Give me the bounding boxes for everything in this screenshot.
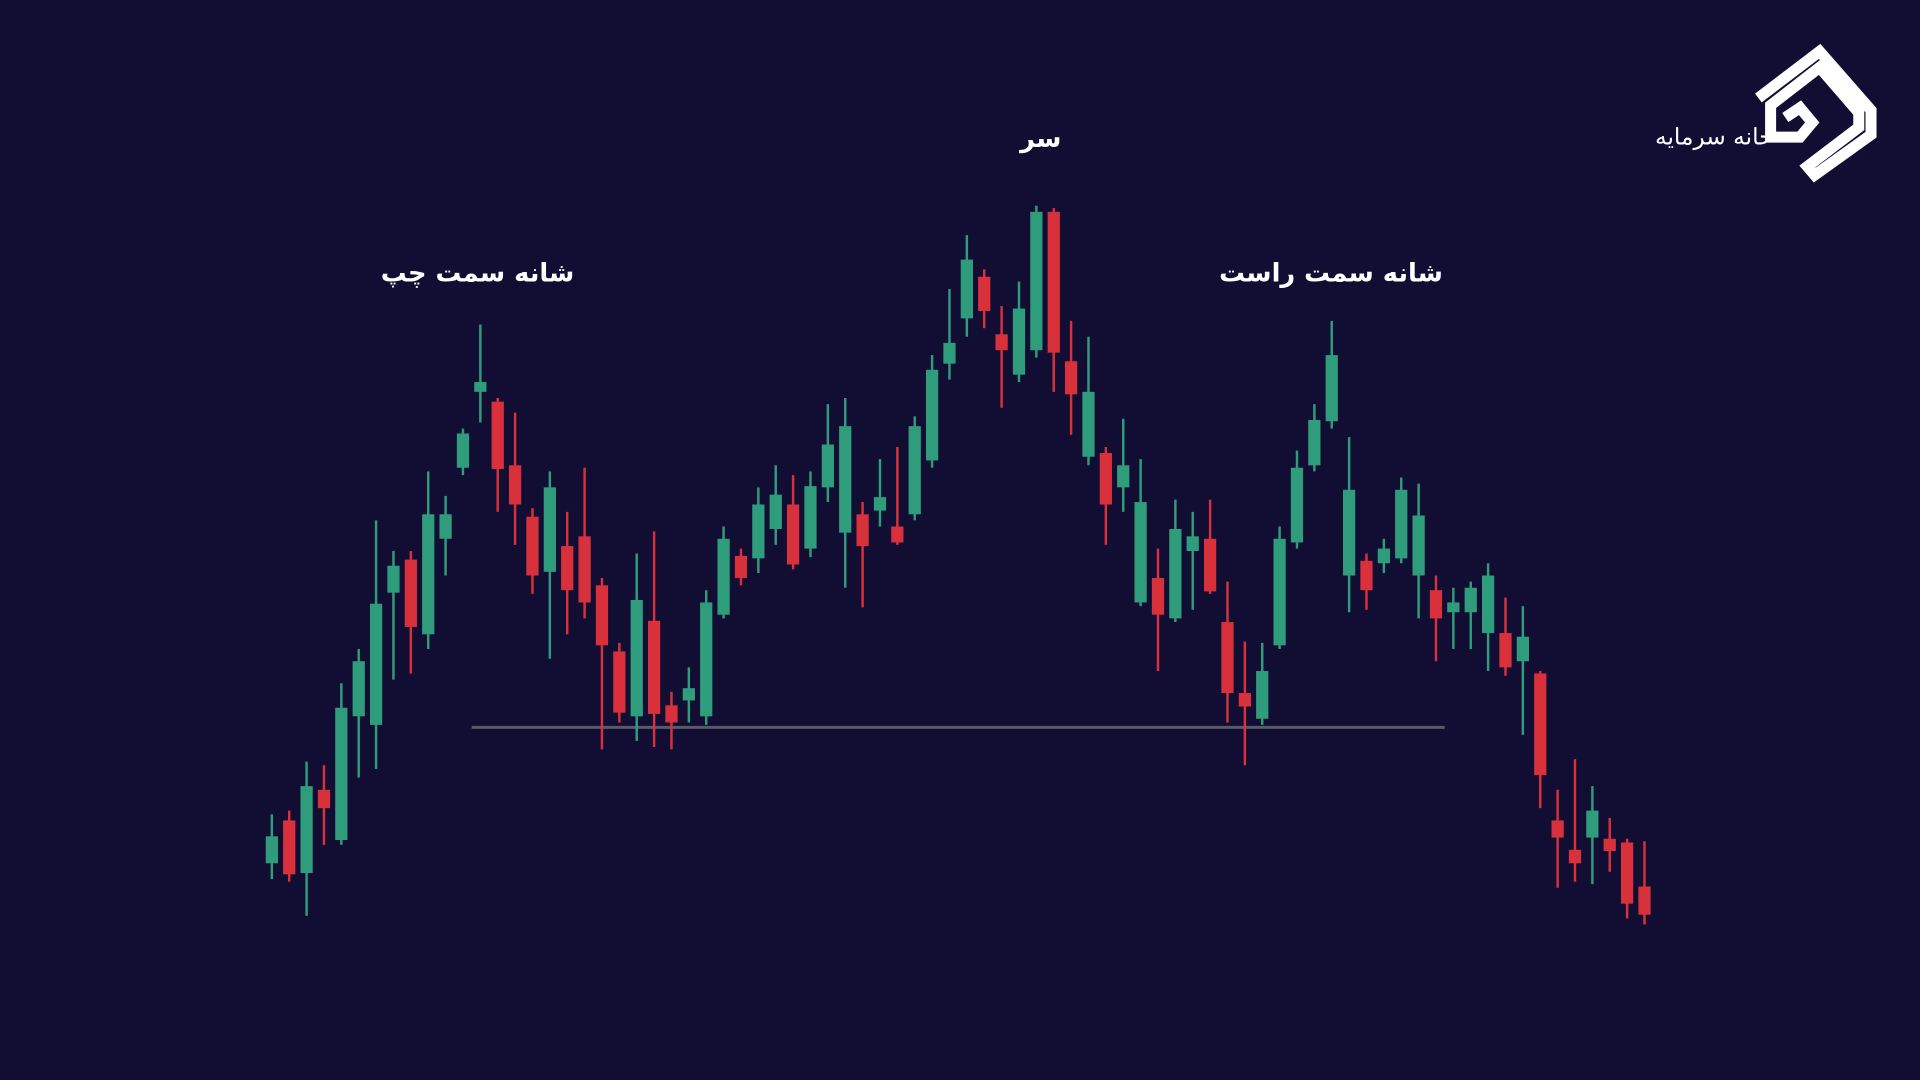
candle-body xyxy=(1429,590,1443,619)
candle-body xyxy=(1256,671,1269,719)
candle-body xyxy=(595,585,609,646)
candle-body xyxy=(1360,560,1373,591)
candle-body xyxy=(1151,577,1165,615)
candle-body xyxy=(1395,489,1408,559)
candle-body xyxy=(978,276,991,312)
candle-body xyxy=(856,514,869,547)
candle-body xyxy=(456,433,470,468)
candle-body xyxy=(526,516,539,576)
brand-name: خانه سرمایه xyxy=(1655,123,1774,150)
candle-body xyxy=(786,504,800,565)
candle-body xyxy=(1342,489,1356,576)
candle-body xyxy=(265,836,278,864)
right-shoulder-label: شانه سمت راست xyxy=(1219,259,1443,289)
head-label: سر xyxy=(1018,124,1061,154)
candle-body xyxy=(1134,502,1147,603)
candle-body xyxy=(1412,515,1425,576)
candle-body xyxy=(1464,587,1477,613)
candle-body xyxy=(1047,211,1060,353)
candle-body xyxy=(1082,391,1095,457)
candle-body xyxy=(1325,355,1338,422)
candle-body xyxy=(960,259,973,319)
candle-body xyxy=(925,369,939,461)
candle-body xyxy=(1030,211,1043,351)
candle-body xyxy=(1551,820,1564,838)
candle-body xyxy=(1447,602,1460,613)
candle-body xyxy=(474,382,487,392)
candle-body xyxy=(508,465,522,505)
candle-body xyxy=(995,334,1008,351)
candle-body xyxy=(1221,622,1234,694)
candle-body xyxy=(352,661,365,717)
candle-body xyxy=(317,789,331,809)
candle-body xyxy=(283,820,296,875)
candle-body xyxy=(943,342,956,364)
candle-body xyxy=(1516,636,1529,662)
candle-body xyxy=(1620,842,1634,904)
candle-body xyxy=(700,602,713,717)
candle-body xyxy=(752,504,765,559)
candle-body xyxy=(422,514,435,635)
candle-body xyxy=(1273,538,1286,646)
candle-body xyxy=(908,426,921,515)
candles xyxy=(265,205,1651,925)
candle-body xyxy=(717,538,730,615)
candle-body xyxy=(804,486,817,549)
candle-body xyxy=(1064,361,1078,395)
candle-body xyxy=(734,555,748,578)
candle-body xyxy=(647,620,661,714)
candle-body xyxy=(665,705,678,723)
candle-body xyxy=(578,536,591,603)
candle-body xyxy=(1481,575,1495,634)
left-shoulder-label: شانه سمت چپ xyxy=(381,259,575,289)
candle-body xyxy=(682,688,695,701)
logo: خانه سرمایه xyxy=(1655,43,1877,183)
candle-body xyxy=(1099,453,1112,505)
candle-body xyxy=(1586,810,1599,838)
candle-body xyxy=(1186,536,1199,552)
candle-body xyxy=(1534,673,1547,776)
candle-body xyxy=(769,494,782,529)
candle-body xyxy=(821,444,834,488)
candle-body xyxy=(369,603,383,725)
candle-body xyxy=(873,497,887,511)
candle-body xyxy=(387,565,400,593)
candle-body xyxy=(404,559,417,627)
candle-body xyxy=(439,514,452,539)
candle-body xyxy=(1638,886,1651,915)
candle-body xyxy=(613,651,626,713)
candle-body xyxy=(335,707,348,840)
candle-body xyxy=(1568,849,1582,864)
candle-body xyxy=(1238,693,1251,707)
candle-body xyxy=(300,786,313,874)
candle-body xyxy=(1169,528,1182,619)
candle-body xyxy=(1290,467,1304,543)
candle-body xyxy=(1499,633,1512,668)
candle-body xyxy=(561,546,574,591)
candle-body xyxy=(1377,548,1390,564)
candle-body xyxy=(543,487,556,572)
candle-body xyxy=(630,600,643,717)
candle-body xyxy=(1117,465,1130,488)
candle-body xyxy=(891,526,904,543)
candle-body xyxy=(491,401,504,469)
candle-body xyxy=(1203,538,1217,592)
candle-body xyxy=(1603,838,1616,852)
candle-body xyxy=(839,426,852,533)
candle-body xyxy=(1012,308,1026,375)
logo-mark xyxy=(1755,43,1877,183)
candle-body xyxy=(1308,420,1321,466)
